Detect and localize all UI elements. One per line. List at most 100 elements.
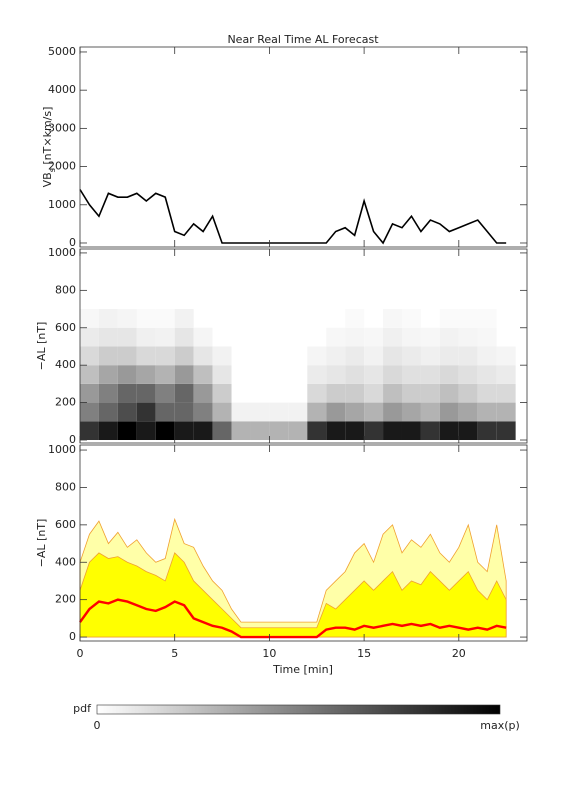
heat-cell (496, 383, 516, 403)
y-tick-label: 800 (55, 283, 76, 296)
heat-cell (420, 365, 440, 384)
heat-cell (477, 365, 497, 384)
x-axis-label: Time [min] (272, 663, 333, 676)
heat-cell (326, 402, 346, 422)
heat-cell (269, 421, 289, 441)
heat-cell (401, 346, 421, 366)
heat-cell (174, 383, 194, 403)
heat-cell (458, 346, 478, 366)
heat-cell (383, 421, 402, 441)
heat-cell (98, 327, 118, 347)
heat-cell (136, 421, 156, 441)
heat-cell (117, 365, 137, 384)
chart-title: Near Real Time AL Forecast (227, 33, 379, 46)
heat-cell (136, 309, 156, 328)
heat-cell (364, 402, 384, 422)
x-tick-label: 15 (357, 647, 371, 660)
heat-cell (307, 383, 327, 403)
heat-cell (364, 346, 384, 366)
heat-cell (117, 309, 137, 328)
heat-cell (326, 327, 346, 347)
heat-cell (496, 346, 516, 366)
heat-cell (174, 346, 194, 366)
heat-cell (383, 383, 402, 403)
y-tick-label: 600 (55, 518, 76, 531)
heat-cell (439, 346, 459, 366)
heat-cell (364, 365, 384, 384)
heat-cell (193, 383, 213, 403)
heat-cell (345, 383, 365, 403)
plot-frame (79, 46, 528, 248)
heat-cell (420, 327, 440, 347)
y-axis-label: −AL [nT] (35, 322, 48, 371)
heat-cell (383, 365, 402, 384)
y-tick-label: 0 (69, 630, 76, 643)
plot-frame (79, 248, 528, 444)
panel (80, 309, 516, 441)
heat-cell (496, 421, 516, 441)
panel (79, 189, 507, 245)
y-axis-label: −AL [nT] (35, 519, 48, 568)
heat-cell (401, 365, 421, 384)
heat-cell (80, 402, 99, 422)
heat-cell (288, 421, 308, 441)
heat-cell (117, 346, 137, 366)
y-tick-label: 1000 (48, 198, 76, 211)
colorbar (96, 704, 501, 715)
heat-cell (401, 402, 421, 422)
heat-cell (401, 383, 421, 403)
heat-cell (383, 309, 402, 328)
colorbar-max-label: max(p) (480, 719, 520, 732)
heat-cell (212, 383, 232, 403)
heat-cell (155, 327, 175, 347)
heat-cell (231, 402, 251, 422)
y-tick-label: 400 (55, 555, 76, 568)
heat-cell (136, 402, 156, 422)
heat-cell (439, 327, 459, 347)
heat-cell (307, 346, 327, 366)
heat-cell (80, 346, 99, 366)
y-tick-label: 600 (55, 321, 76, 334)
heat-cell (439, 365, 459, 384)
heat-cell (420, 421, 440, 441)
y-tick-label: 2000 (48, 160, 76, 173)
colorbar-min-label: 0 (94, 719, 101, 732)
heat-cell (383, 402, 402, 422)
heat-cell (477, 327, 497, 347)
heat-cell (345, 402, 365, 422)
heat-cell (174, 402, 194, 422)
heat-cell (458, 402, 478, 422)
heat-cell (307, 402, 327, 422)
heat-cell (420, 402, 440, 422)
heat-cell (307, 421, 327, 441)
heat-cell (288, 402, 308, 422)
heat-cell (117, 327, 137, 347)
heat-cell (326, 346, 346, 366)
heat-cell (174, 421, 194, 441)
heat-cell (250, 421, 270, 441)
heat-cell (98, 402, 118, 422)
heat-cell (458, 383, 478, 403)
heat-cell (80, 421, 99, 441)
heat-cell (307, 365, 327, 384)
heat-cell (364, 327, 384, 347)
heat-cell (155, 309, 175, 328)
y-tick-label: 0 (69, 433, 76, 446)
heat-cell (477, 402, 497, 422)
x-tick-label: 10 (262, 647, 276, 660)
x-tick-label: 20 (452, 647, 466, 660)
heat-cell (98, 421, 118, 441)
heat-cell (496, 402, 516, 422)
heat-cell (439, 309, 459, 328)
heat-cell (458, 365, 478, 384)
heat-cell (193, 365, 213, 384)
heat-cell (80, 365, 99, 384)
heat-cell (364, 421, 384, 441)
heat-cell (458, 421, 478, 441)
heat-cell (117, 421, 137, 441)
heat-cell (439, 402, 459, 422)
heat-cell (345, 327, 365, 347)
heat-cell (420, 346, 440, 366)
plot-frame (79, 444, 528, 642)
